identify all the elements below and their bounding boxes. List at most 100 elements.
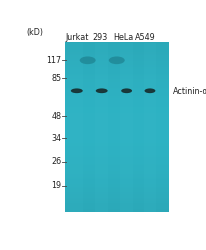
Bar — [65, 137, 169, 138]
Bar — [65, 174, 169, 175]
Bar — [65, 169, 169, 171]
Bar — [65, 68, 169, 69]
Bar — [65, 176, 169, 178]
Ellipse shape — [145, 88, 155, 93]
Bar — [65, 155, 169, 157]
Bar — [65, 114, 169, 116]
Bar — [65, 188, 169, 189]
Bar — [65, 160, 169, 161]
Bar — [65, 110, 169, 112]
Text: 85: 85 — [51, 74, 61, 82]
Bar — [65, 107, 169, 109]
Bar — [65, 89, 169, 90]
Bar — [65, 74, 169, 75]
Bar — [65, 104, 169, 106]
Bar — [65, 209, 169, 210]
Text: 293: 293 — [92, 32, 107, 42]
Bar — [65, 94, 169, 96]
Bar — [65, 189, 169, 191]
Bar — [65, 184, 169, 185]
Bar — [65, 55, 169, 57]
Bar — [65, 92, 169, 93]
Bar — [65, 142, 169, 144]
Bar — [65, 117, 169, 119]
Bar — [65, 116, 169, 117]
Ellipse shape — [123, 90, 130, 92]
Bar — [65, 72, 169, 74]
Text: (kD): (kD) — [27, 28, 43, 37]
Bar — [65, 175, 169, 176]
Text: 19: 19 — [51, 181, 61, 190]
Bar — [65, 200, 169, 202]
Bar — [65, 136, 169, 137]
Bar — [65, 58, 169, 59]
Bar — [65, 141, 169, 143]
Bar — [65, 48, 169, 50]
Bar — [65, 120, 169, 122]
Bar — [65, 123, 169, 124]
Bar — [65, 46, 169, 48]
Bar — [65, 86, 169, 88]
Ellipse shape — [73, 90, 80, 92]
Bar — [65, 208, 169, 209]
Ellipse shape — [71, 88, 83, 93]
Bar — [65, 157, 169, 158]
Bar — [65, 45, 169, 47]
Bar — [65, 165, 169, 167]
Bar — [65, 151, 169, 152]
Bar — [65, 100, 169, 102]
Bar — [65, 171, 169, 172]
Ellipse shape — [121, 88, 132, 93]
Bar — [65, 172, 169, 174]
Bar — [65, 52, 169, 54]
Bar — [65, 138, 169, 140]
Bar — [65, 158, 169, 160]
Ellipse shape — [98, 90, 105, 92]
Bar — [65, 128, 169, 130]
Bar — [65, 162, 169, 164]
Bar — [65, 75, 169, 76]
Bar — [65, 80, 169, 82]
Ellipse shape — [80, 56, 96, 64]
Bar — [65, 202, 169, 203]
Bar — [65, 199, 169, 200]
Text: Jurkat: Jurkat — [65, 32, 89, 42]
Bar — [65, 69, 169, 71]
Bar — [65, 59, 169, 61]
Text: 26: 26 — [51, 158, 61, 166]
Bar — [65, 82, 169, 84]
Bar — [65, 113, 169, 114]
Text: 48: 48 — [51, 112, 61, 121]
Bar — [65, 145, 169, 147]
Bar — [65, 134, 169, 136]
Bar — [65, 76, 169, 78]
Bar — [65, 185, 169, 186]
Bar — [65, 64, 169, 65]
Bar — [65, 195, 169, 196]
Bar — [65, 78, 169, 79]
Bar — [65, 210, 169, 212]
Bar — [65, 88, 169, 89]
Bar — [65, 56, 169, 58]
Bar — [65, 166, 169, 168]
Ellipse shape — [147, 90, 153, 92]
Bar — [65, 127, 169, 128]
Bar — [65, 109, 169, 110]
Bar — [65, 147, 169, 148]
Bar — [65, 50, 169, 51]
Bar — [65, 148, 169, 150]
Bar — [65, 97, 169, 99]
Bar — [65, 205, 169, 206]
Bar — [65, 203, 169, 205]
Bar — [65, 44, 169, 45]
Bar — [65, 85, 169, 86]
Bar — [65, 90, 169, 92]
Bar — [65, 65, 169, 66]
Bar — [65, 126, 169, 127]
Bar — [65, 112, 169, 113]
Bar — [95, 42, 108, 212]
Bar — [65, 206, 169, 208]
Text: Actinin-α1/2/3/4: Actinin-α1/2/3/4 — [173, 86, 206, 95]
Bar — [65, 61, 169, 62]
Bar — [65, 118, 169, 120]
